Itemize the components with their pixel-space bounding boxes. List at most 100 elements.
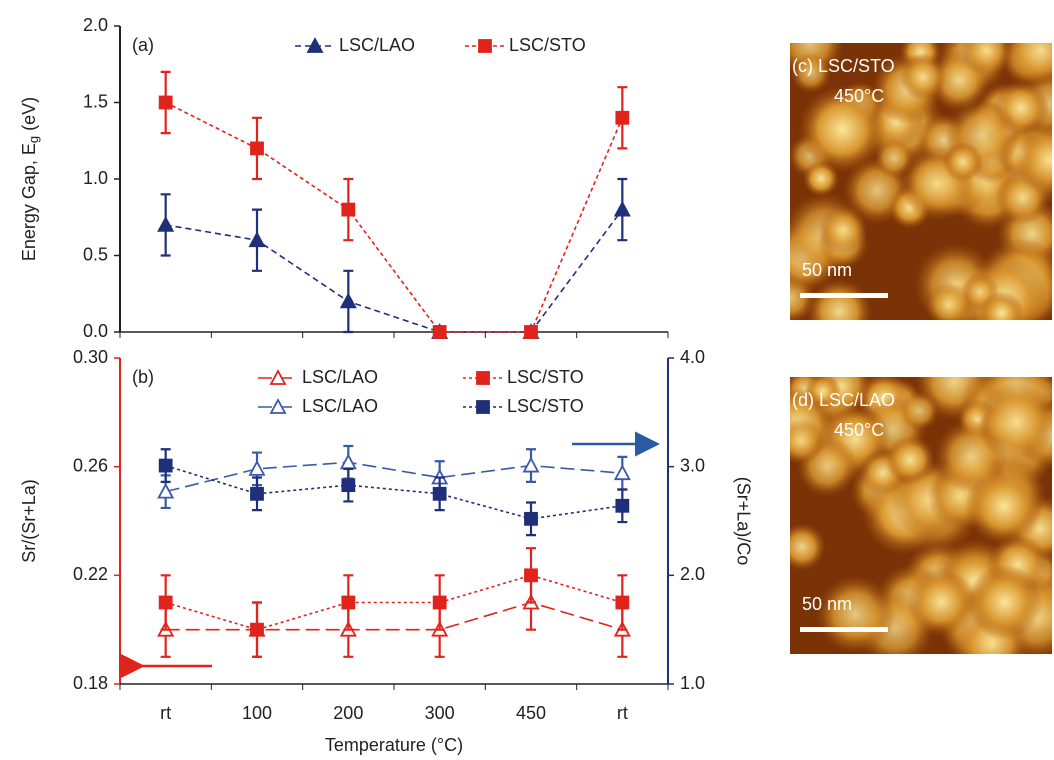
marker: [615, 595, 630, 610]
marker: [432, 595, 447, 610]
x-tick-label: 100: [242, 703, 272, 723]
grain: [806, 278, 872, 320]
legend-marker: [476, 371, 490, 385]
marker: [157, 216, 175, 232]
stm-image: [790, 377, 1052, 654]
y-tick-label: 0.5: [83, 244, 108, 264]
marker: [613, 200, 631, 217]
series-line: [165, 209, 623, 333]
grain: [1003, 43, 1052, 88]
y-tick-label: 0.18: [73, 673, 108, 693]
marker: [157, 482, 175, 499]
y2-axis-label: (Sr+La)/Co: [733, 477, 753, 566]
legend-label: LSC/STO: [507, 367, 584, 387]
grain: [907, 567, 976, 637]
panel-label: (a): [132, 35, 154, 55]
grain: [925, 281, 972, 320]
y-tick-label: 1.0: [83, 168, 108, 188]
marker: [524, 511, 538, 526]
grain: [899, 53, 947, 101]
series-line: [165, 461, 623, 493]
y2-tick-label: 4.0: [680, 347, 705, 367]
grain: [979, 290, 1024, 320]
y-axis-label: Energy Gap, Eg (eV): [19, 97, 42, 261]
marker: [524, 325, 538, 339]
scale-bar: [800, 627, 888, 632]
marker: [158, 458, 173, 473]
legend-label: LSC/STO: [509, 35, 586, 55]
y-tick-label: 0.26: [73, 455, 108, 475]
image-temperature: 450°C: [834, 420, 884, 440]
grain: [798, 85, 886, 173]
y-tick-label: 2.0: [83, 15, 108, 35]
marker: [432, 486, 447, 501]
grain: [965, 467, 1043, 546]
x-axis-label: Temperature (°C): [325, 735, 463, 755]
x-tick-label: 200: [333, 703, 363, 723]
y-tick-label: 0.0: [83, 321, 108, 341]
y-label-subscript: g: [26, 136, 41, 143]
marker: [615, 110, 630, 125]
legend-marker: [478, 39, 492, 53]
marker: [432, 325, 447, 339]
y-axis-label: Sr/(Sr+La): [19, 479, 39, 563]
marker: [524, 568, 538, 583]
x-tick-label: 450: [516, 703, 546, 723]
marker: [250, 141, 264, 156]
grain: [976, 382, 1052, 463]
marker: [248, 231, 266, 248]
image-temperature: 450°C: [834, 86, 884, 106]
y2-tick-label: 2.0: [680, 564, 705, 584]
marker: [158, 95, 173, 110]
grain: [790, 52, 832, 94]
marker: [339, 292, 357, 309]
grain: [885, 435, 935, 485]
marker: [613, 464, 631, 481]
series-line: [165, 464, 623, 520]
grain: [899, 391, 940, 431]
panel-label: (b): [132, 367, 154, 387]
image-label: (c) LSC/STO: [792, 56, 895, 76]
grain: [960, 43, 1013, 76]
marker: [341, 595, 356, 610]
series-line: [165, 601, 623, 631]
grain: [790, 523, 826, 571]
legend-marker: [306, 37, 324, 53]
marker: [158, 595, 173, 610]
grain: [942, 141, 983, 182]
scale-label: 50 nm: [802, 260, 852, 280]
grain: [790, 418, 825, 465]
y-tick-label: 0.22: [73, 564, 108, 584]
grain: [874, 138, 914, 178]
y2-tick-label: 1.0: [680, 673, 705, 693]
legend-label: LSC/LAO: [302, 367, 378, 387]
marker: [250, 486, 264, 501]
marker: [522, 456, 540, 473]
x-tick-label: rt: [160, 703, 171, 723]
grain: [818, 205, 868, 255]
marker: [339, 453, 357, 470]
scale-bar: [800, 293, 888, 298]
legend-label: LSC/STO: [507, 396, 584, 416]
x-tick-label: 300: [425, 703, 455, 723]
stm-image: [790, 43, 1052, 320]
grain: [1014, 124, 1052, 196]
legend-marker: [269, 369, 287, 385]
marker: [615, 498, 630, 513]
legend-label: LSC/LAO: [339, 35, 415, 55]
marker: [341, 202, 356, 217]
image-label: (d) LSC/LAO: [792, 390, 895, 410]
series-line: [165, 101, 624, 333]
legend-marker: [476, 400, 490, 414]
legend-marker: [269, 398, 287, 414]
grain: [816, 575, 895, 654]
y-tick-label: 1.5: [83, 91, 108, 111]
x-tick-label: rt: [617, 703, 628, 723]
y-label-suffix: (eV): [19, 97, 39, 136]
marker: [248, 459, 266, 476]
y2-tick-label: 3.0: [680, 455, 705, 475]
series-line: [165, 574, 623, 631]
marker: [250, 622, 264, 637]
marker: [341, 478, 356, 493]
